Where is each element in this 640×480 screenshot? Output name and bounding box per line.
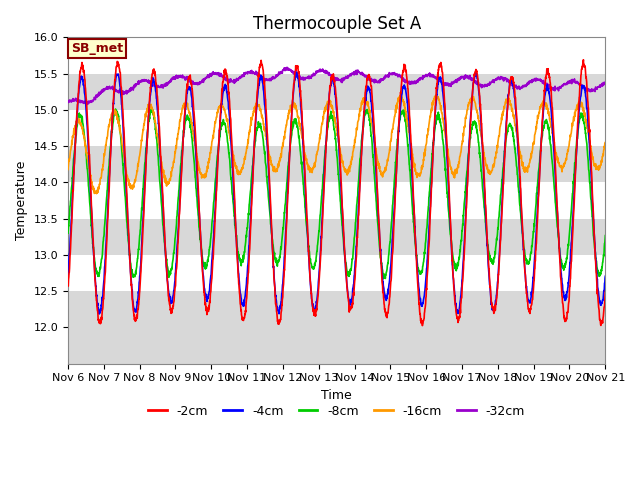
Title: Thermocouple Set A: Thermocouple Set A <box>253 15 420 33</box>
Legend: -2cm, -4cm, -8cm, -16cm, -32cm: -2cm, -4cm, -8cm, -16cm, -32cm <box>143 400 530 423</box>
Bar <box>68 37 605 73</box>
Y-axis label: Temperature: Temperature <box>15 161 28 240</box>
X-axis label: Time: Time <box>321 389 352 402</box>
Bar <box>68 291 605 327</box>
Bar <box>68 255 605 291</box>
Bar <box>68 73 605 110</box>
Bar <box>68 327 605 364</box>
Bar <box>68 110 605 146</box>
Text: SB_met: SB_met <box>70 42 123 55</box>
Bar <box>68 219 605 255</box>
Bar <box>68 146 605 182</box>
Bar <box>68 182 605 219</box>
